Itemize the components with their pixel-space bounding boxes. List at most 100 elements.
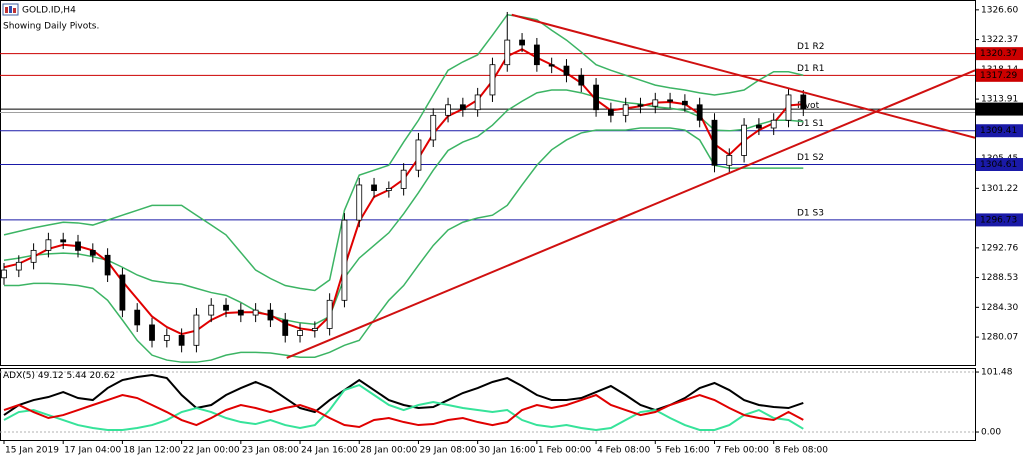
candle-body	[237, 309, 244, 316]
y-tick-label: 1322.37	[981, 35, 1018, 45]
axes: 15 Jan 2019 17 Jan 04:00 18 Jan 12:00 22 Ja…	[3, 5, 1023, 456]
candle-body	[89, 249, 96, 256]
candle-body	[341, 219, 348, 301]
price-box	[976, 47, 1023, 61]
x-tick-label: 4 Feb 08:00	[597, 446, 651, 456]
bid-box	[976, 102, 1023, 116]
y-tick-label: 1326.60	[981, 5, 1018, 15]
price-box	[976, 124, 1023, 138]
adx-panel	[0, 368, 976, 441]
candle-body	[563, 65, 570, 76]
price-box-label: 1320.37	[980, 49, 1017, 59]
x-tick-label: 17 Jan 04:00	[64, 446, 121, 456]
candle-body	[1, 269, 7, 279]
candle-body	[385, 188, 392, 191]
candle-body	[178, 335, 185, 346]
symbol-title: GOLD.ID,H4	[22, 6, 76, 16]
candle-body	[489, 64, 496, 96]
trendline	[511, 13, 975, 139]
candle-body	[474, 94, 481, 111]
y-tick-label: 1284.30	[981, 303, 1018, 313]
candle-body	[741, 124, 747, 156]
candle-body	[267, 309, 274, 321]
candle-body	[252, 309, 259, 316]
y-tick-label: 1292.76	[981, 243, 1018, 253]
candle-body	[667, 99, 673, 102]
candle-body	[75, 241, 81, 251]
price-box-label: 1309.41	[980, 126, 1017, 136]
candle-body	[134, 309, 141, 326]
price-box-label: 1296.73	[980, 215, 1017, 225]
x-tick-label: 23 Jan 08:00	[242, 446, 299, 456]
candle-body	[519, 39, 525, 46]
bid-box-label: 1312.49	[980, 105, 1017, 115]
pivot-label: D1 S3	[797, 208, 824, 218]
y-tick-label: 1313.91	[981, 95, 1018, 105]
x-tick-label: 1 Feb 00:00	[538, 446, 592, 456]
x-tick-label: 7 Feb 00:00	[715, 446, 769, 456]
adx-line	[3, 383, 804, 432]
x-tick-label: 30 Jan 16:00	[479, 446, 536, 456]
candle-body	[652, 99, 659, 107]
x-tick-label: 29 Jan 08:00	[419, 446, 476, 456]
candle-body	[533, 44, 540, 66]
candle-body	[326, 299, 333, 329]
candle-body	[104, 254, 111, 276]
price-panel	[0, 0, 976, 366]
adx-line	[3, 393, 804, 429]
price-box-label: 1304.61	[980, 160, 1017, 170]
price-box	[976, 213, 1023, 227]
candle-body	[578, 74, 585, 86]
x-tick-label: 24 Jan 16:00	[301, 446, 358, 456]
pivot-label: D1 R2	[797, 42, 825, 52]
price-box	[976, 68, 1023, 82]
candle-body	[785, 94, 792, 121]
candle-body	[593, 84, 599, 111]
price-box-label: 1317.29	[980, 71, 1017, 81]
candle-body	[681, 100, 688, 106]
pivot-label: D1 S2	[797, 153, 824, 163]
candle-body	[622, 104, 629, 116]
indicator-line	[3, 13, 804, 292]
y-tick-label: 1280.07	[981, 333, 1018, 343]
y-tick-label: 1301.22	[981, 184, 1018, 194]
candle-body	[548, 64, 555, 67]
candle-body	[637, 104, 644, 107]
minus-di-value: 20.62	[89, 371, 115, 381]
candle-body	[800, 94, 807, 110]
x-tick-label: 15 Jan 2019	[5, 446, 59, 456]
x-tick-label: 8 Feb 08:00	[775, 446, 829, 456]
candle-body	[149, 324, 155, 341]
pivot-note: Showing Daily Pivots.	[3, 22, 99, 32]
candle-body	[430, 114, 437, 141]
candle-body	[30, 249, 37, 263]
x-tick-label: 22 Jan 00:00	[183, 446, 240, 456]
candle-body	[163, 335, 170, 341]
pivot-label: D1 R1	[797, 64, 825, 74]
candle-body	[356, 184, 363, 221]
candle-body	[297, 330, 303, 336]
candle-body	[45, 239, 52, 251]
candle-body	[696, 104, 703, 121]
candle-body	[607, 109, 614, 116]
candle-body	[415, 139, 422, 171]
price-box	[976, 157, 1023, 171]
indicator-line	[3, 127, 804, 363]
candle-body	[193, 314, 200, 346]
candle-body	[223, 304, 229, 311]
candle-body	[504, 39, 511, 66]
candle-body	[770, 119, 777, 129]
candle-body	[208, 304, 215, 316]
adx-plot	[0, 371, 975, 433]
candle-body	[711, 119, 718, 166]
candle-body	[755, 124, 762, 129]
candle-body	[726, 155, 733, 166]
trendline	[286, 69, 975, 359]
pivot-label: D1 S1	[797, 119, 824, 129]
y-tick-label: 101.48	[981, 368, 1013, 378]
candle-body	[15, 261, 22, 271]
candle-body	[282, 319, 289, 336]
